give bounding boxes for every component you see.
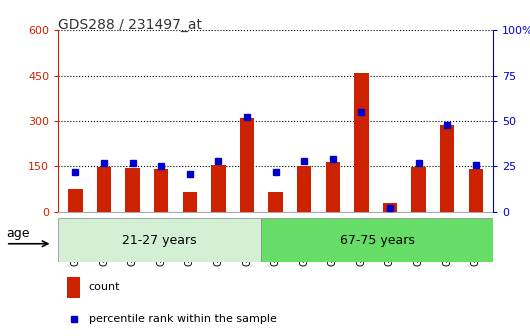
- Text: percentile rank within the sample: percentile rank within the sample: [89, 313, 277, 324]
- Bar: [411, 167, 426, 212]
- Bar: [68, 189, 83, 212]
- Text: age: age: [6, 227, 29, 240]
- Bar: [183, 192, 197, 212]
- Bar: [154, 169, 169, 212]
- Bar: [383, 203, 397, 212]
- Bar: [211, 165, 226, 212]
- Bar: [97, 167, 111, 212]
- Text: GDS288 / 231497_at: GDS288 / 231497_at: [58, 18, 202, 33]
- Bar: [297, 166, 311, 212]
- Bar: [67, 277, 80, 298]
- Bar: [469, 169, 483, 212]
- Bar: [240, 118, 254, 212]
- Text: 67-75 years: 67-75 years: [340, 234, 414, 247]
- Bar: [126, 168, 140, 212]
- Text: count: count: [89, 282, 120, 292]
- Bar: [58, 218, 261, 262]
- Bar: [440, 126, 454, 212]
- Bar: [269, 192, 282, 212]
- Bar: [354, 73, 368, 212]
- Bar: [325, 162, 340, 212]
- Bar: [261, 218, 493, 262]
- Text: 21-27 years: 21-27 years: [122, 234, 197, 247]
